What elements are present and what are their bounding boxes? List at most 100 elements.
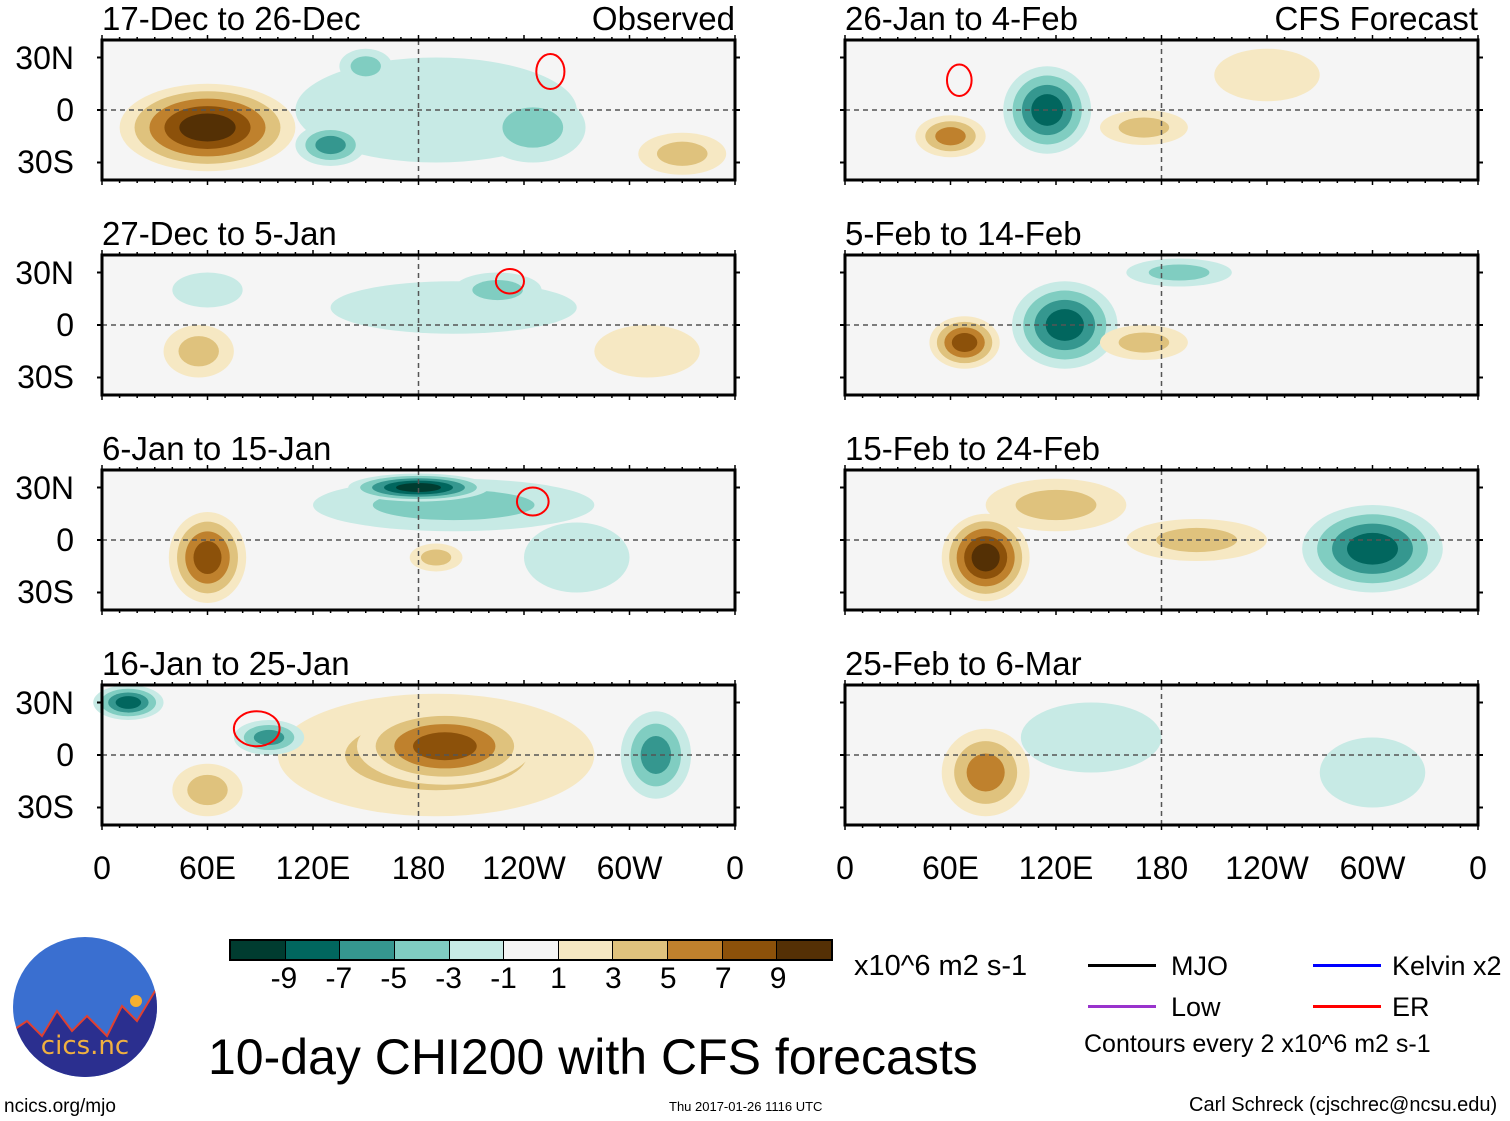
anomaly-shading xyxy=(656,141,708,166)
lon-label: 0 xyxy=(93,850,111,886)
lat-label: 0 xyxy=(56,737,74,773)
colorbar-swatch xyxy=(777,941,832,959)
colorbar-swatch xyxy=(504,941,559,959)
legend-er-line xyxy=(1313,1005,1381,1008)
legend-kelvin-line xyxy=(1313,964,1381,967)
anomaly-shading xyxy=(524,522,630,593)
er-contour xyxy=(535,53,566,90)
cics-logo: cics.nc xyxy=(13,937,157,1077)
colorbar-tick-label: -9 xyxy=(270,962,298,995)
anomaly-shading xyxy=(115,696,142,709)
panel-title: 17-Dec to 26-Dec xyxy=(102,0,361,37)
colorbar-swatch xyxy=(558,941,614,959)
anomaly-shading xyxy=(594,325,700,378)
footer-url[interactable]: ncics.org/mjo xyxy=(4,1096,116,1117)
panel-title: 5-Feb to 14-Feb xyxy=(845,215,1082,252)
colorbar-tick-label: 5 xyxy=(659,962,677,995)
panel-title: 15-Feb to 24-Feb xyxy=(845,430,1100,467)
lon-label: 60W xyxy=(1339,850,1406,886)
footer-author: Carl Schreck (cjschrec@ncsu.edu) xyxy=(1189,1094,1498,1116)
anomaly-shading xyxy=(187,774,228,806)
legend-er-label: ER xyxy=(1392,992,1430,1022)
lat-label: 0 xyxy=(56,307,74,343)
er-contour xyxy=(945,63,973,97)
lat-label: 30S xyxy=(17,574,74,610)
lat-label: 30S xyxy=(17,789,74,825)
anomaly-shading xyxy=(951,332,978,353)
anomaly-shading xyxy=(1118,332,1170,353)
colorbar-tick-label: 3 xyxy=(605,962,622,995)
colorbar xyxy=(229,939,833,961)
anomaly-shading xyxy=(1214,48,1320,102)
anomaly-shading xyxy=(971,543,1000,572)
colorbar-tick-label: -5 xyxy=(380,962,408,995)
map-panel xyxy=(97,250,740,400)
er-contour xyxy=(494,268,525,295)
forecast-label: CFS Forecast xyxy=(1274,0,1478,37)
colorbar-swatch xyxy=(668,941,723,959)
lat-label: 0 xyxy=(56,92,74,128)
colorbar-swatch xyxy=(613,941,669,959)
lon-label: 60E xyxy=(179,850,236,886)
colorbar-units: x10^6 m2 s-1 xyxy=(854,950,1028,982)
lon-label: 0 xyxy=(726,850,744,886)
logo-text: cics.nc xyxy=(41,1031,129,1061)
panel-title: 6-Jan to 15-Jan xyxy=(102,430,332,467)
anomaly-shading xyxy=(172,272,243,308)
lon-label: 60E xyxy=(922,850,979,886)
colorbar-swatch xyxy=(231,941,286,959)
legend-mjo-label: MJO xyxy=(1171,951,1228,981)
lon-label: 0 xyxy=(1469,850,1487,886)
map-panel xyxy=(97,465,740,615)
legend-kelvin-label: Kelvin x2 xyxy=(1392,951,1502,981)
lon-label: 60W xyxy=(596,850,663,886)
map-panel xyxy=(840,680,1483,830)
anomaly-shading xyxy=(502,107,564,148)
anomaly-shading xyxy=(420,549,452,566)
anomaly-shading xyxy=(179,113,236,142)
anomaly-shading xyxy=(395,483,442,492)
legend-low-line xyxy=(1088,1005,1156,1008)
main-title: 10-day CHI200 with CFS forecasts xyxy=(208,1029,978,1085)
lon-label: 120W xyxy=(1225,850,1309,886)
lon-label: 180 xyxy=(391,850,446,886)
anomaly-shading xyxy=(178,336,219,367)
legend-low-label: Low xyxy=(1171,992,1221,1022)
colorbar-tick-label: -3 xyxy=(435,962,462,995)
footer-timestamp: Thu 2017-01-26 1116 UTC xyxy=(669,1099,823,1114)
colorbar-tick-label: -7 xyxy=(325,962,353,995)
lon-label: 0 xyxy=(836,850,854,886)
lon-label: 180 xyxy=(1134,850,1189,886)
lat-label: 30N xyxy=(15,255,74,291)
map-panel xyxy=(840,35,1483,185)
anomaly-shading xyxy=(472,279,523,301)
lat-label: 30S xyxy=(17,359,74,395)
lon-label: 120E xyxy=(1018,850,1094,886)
anomaly-shading xyxy=(413,732,477,761)
er-contour xyxy=(515,486,550,517)
colorbar-swatch xyxy=(449,941,505,959)
observed-label: Observed xyxy=(591,0,735,37)
anomaly-shading xyxy=(253,729,285,746)
anomaly-shading xyxy=(966,753,1005,792)
anomaly-shading xyxy=(935,127,966,146)
colorbar-tick-label: -1 xyxy=(490,962,517,995)
map-panel xyxy=(840,465,1483,615)
contour-interval-note: Contours every 2 x10^6 m2 s-1 xyxy=(1084,1030,1431,1058)
lon-label: 120E xyxy=(275,850,351,886)
anomaly-shading xyxy=(1118,117,1170,138)
lon-label: 120W xyxy=(482,850,566,886)
anomaly-shading xyxy=(1319,737,1426,808)
lat-label: 30S xyxy=(17,144,74,180)
lat-label: 30N xyxy=(15,685,74,721)
colorbar-swatch xyxy=(394,941,450,959)
anomaly-shading xyxy=(315,135,346,155)
map-panel xyxy=(93,680,740,830)
legend-mjo-line xyxy=(1088,964,1156,967)
anomaly-shading xyxy=(1148,264,1210,281)
panel-title: 16-Jan to 25-Jan xyxy=(102,645,350,682)
anomaly-shading xyxy=(1347,532,1398,565)
panel-title: 26-Jan to 4-Feb xyxy=(845,0,1078,37)
colorbar-swatch xyxy=(340,941,395,959)
anomaly-shading xyxy=(1015,489,1097,521)
